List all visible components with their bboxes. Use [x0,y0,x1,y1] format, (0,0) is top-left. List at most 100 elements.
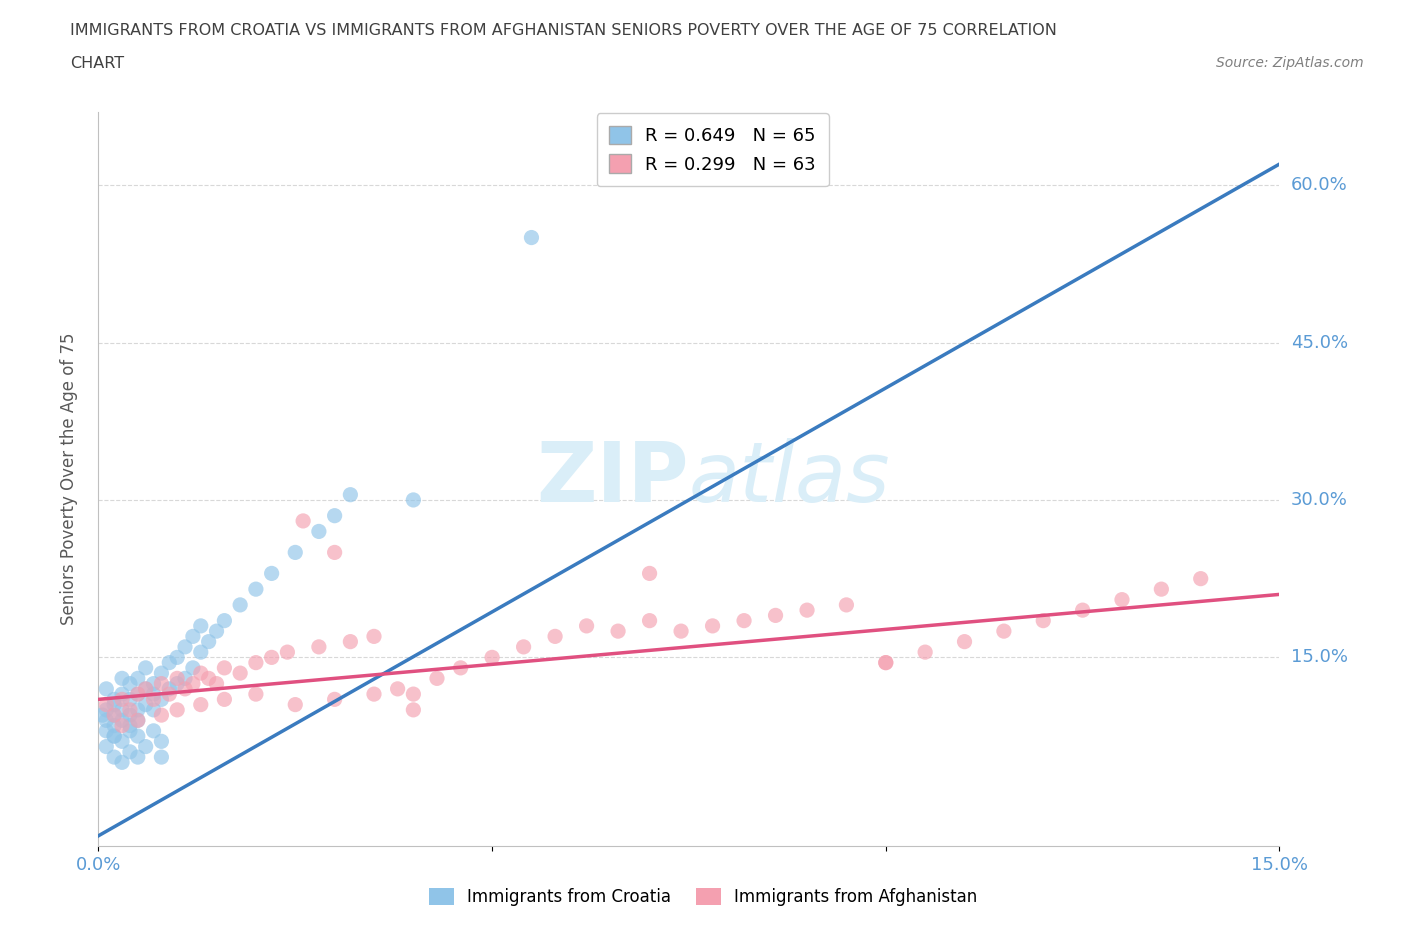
Point [103,698,125,712]
Point [190,644,212,659]
Point [150,708,173,723]
Point [103,692,125,707]
Point [339,487,361,502]
Point [96,724,118,738]
Point [323,692,346,707]
Point [402,686,425,701]
Point [157,656,180,671]
Point [402,702,425,717]
Point [166,702,188,717]
Point [135,682,157,697]
Point [323,545,346,560]
Point [245,656,267,671]
Point [669,624,692,639]
Legend: Immigrants from Croatia, Immigrants from Afghanistan: Immigrants from Croatia, Immigrants from… [422,881,984,912]
Point [150,692,173,707]
Text: ZIP: ZIP [537,438,689,520]
Point [150,734,173,749]
Point [607,624,630,639]
Point [796,603,818,618]
Point [450,660,472,675]
Legend: R = 0.649   N = 65, R = 0.299   N = 63: R = 0.649 N = 65, R = 0.299 N = 63 [596,113,828,186]
Point [150,676,173,691]
Point [135,698,157,712]
Point [402,493,425,508]
Point [118,708,141,723]
Text: atlas: atlas [689,438,890,520]
Point [190,698,212,712]
Point [127,686,149,701]
Point [520,230,543,245]
Text: IMMIGRANTS FROM CROATIA VS IMMIGRANTS FROM AFGHANISTAN SENIORS POVERTY OVER THE : IMMIGRANTS FROM CROATIA VS IMMIGRANTS FR… [70,23,1057,38]
Point [96,702,118,717]
Point [363,686,385,701]
Point [127,713,149,728]
Point [512,640,534,655]
Point [205,676,228,691]
Point [142,676,165,691]
Point [181,660,204,675]
Point [953,634,976,649]
Point [733,613,755,628]
Point [127,713,149,728]
Point [339,634,361,649]
Point [157,686,180,701]
Point [166,671,188,685]
Point [111,713,134,728]
Point [284,545,307,560]
Point [111,671,134,685]
Point [245,582,267,597]
Point [111,686,134,701]
Point [118,702,141,717]
Point [142,724,165,738]
Point [835,597,858,612]
Point [96,739,118,754]
Point [118,744,141,759]
Point [127,686,149,701]
Point [150,666,173,681]
Point [1071,603,1094,618]
Point [127,729,149,744]
Point [103,729,125,744]
Text: 45.0%: 45.0% [1291,334,1348,352]
Point [308,640,330,655]
Point [197,671,219,685]
Point [197,634,219,649]
Point [111,692,134,707]
Point [103,750,125,764]
Point [214,613,236,628]
Point [544,629,567,644]
Point [765,608,787,623]
Point [323,509,346,524]
Text: 15.0%: 15.0% [1291,648,1347,667]
Point [229,666,252,681]
Point [1032,613,1054,628]
Point [96,698,118,712]
Point [91,708,114,723]
Point [190,666,212,681]
Point [111,755,134,770]
Y-axis label: Seniors Poverty Over the Age of 75: Seniors Poverty Over the Age of 75 [59,333,77,625]
Point [118,676,141,691]
Point [111,702,134,717]
Point [174,640,197,655]
Point [118,692,141,707]
Point [292,513,315,528]
Point [993,624,1015,639]
Point [702,618,724,633]
Point [142,692,165,707]
Text: Source: ZipAtlas.com: Source: ZipAtlas.com [1216,56,1364,70]
Point [181,676,204,691]
Text: CHART: CHART [70,56,124,71]
Point [166,650,188,665]
Point [387,682,409,697]
Point [205,624,228,639]
Text: 60.0%: 60.0% [1291,176,1347,194]
Point [1111,592,1133,607]
Point [111,734,134,749]
Point [166,676,188,691]
Point [118,724,141,738]
Point [638,613,661,628]
Point [914,644,936,659]
Point [575,618,598,633]
